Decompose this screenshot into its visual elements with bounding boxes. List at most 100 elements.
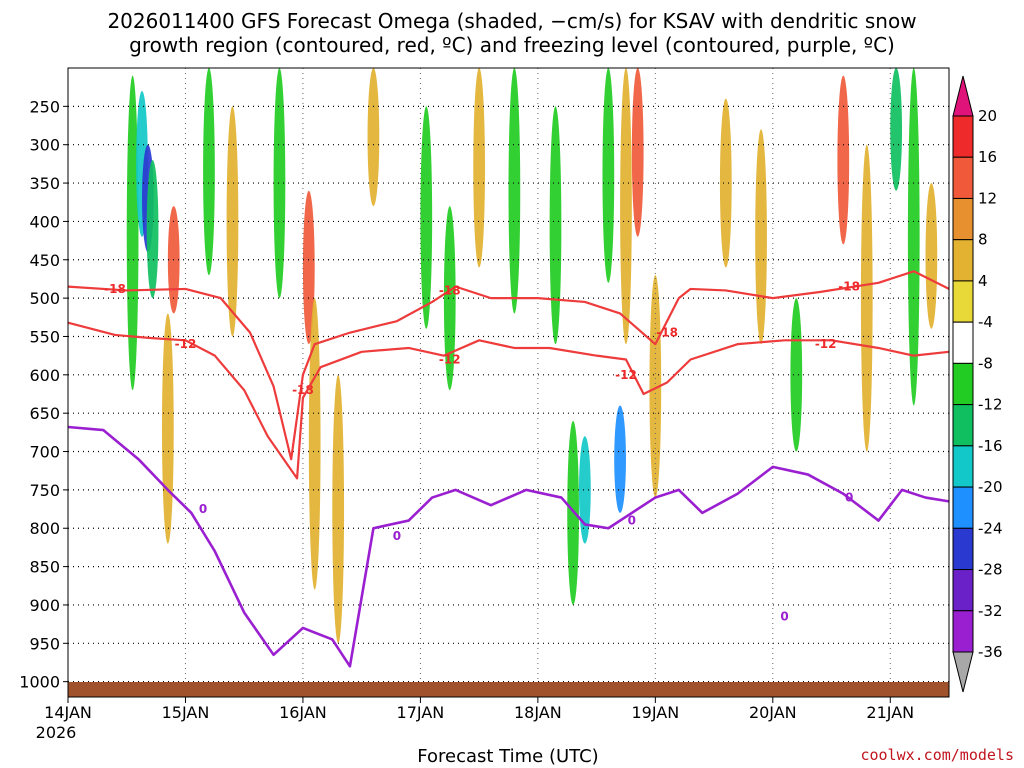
x-axis: 14JAN 15JAN 16JAN 17JAN 18JAN 19JAN 20JAN 21JAN xyxy=(44,697,914,722)
y-tick-label-800: 800 xyxy=(29,519,60,538)
omega-cell-13 xyxy=(420,106,433,329)
colorbar-label-16: 16 xyxy=(978,148,997,166)
omega-cell-28 xyxy=(837,75,850,245)
omega-cell-3 xyxy=(146,160,159,299)
ground-surface-band xyxy=(68,682,949,697)
colorbar-label-8: 8 xyxy=(978,231,988,249)
omega-cell-26 xyxy=(755,129,767,345)
colorbar-swatch-above-20 xyxy=(952,75,974,117)
plot-background xyxy=(68,68,949,697)
y-tick-label-1000: 1000 xyxy=(19,673,60,692)
colorbar-swatch-below--36 xyxy=(952,651,974,693)
omega-cell-19 xyxy=(578,436,591,544)
colorbar-label--36: -36 xyxy=(978,643,1003,661)
contour-dgz-minus18 xyxy=(67,270,950,461)
x-tick-label-19JAN: 19JAN xyxy=(631,703,679,722)
colorbar-swatch-16-to-20 xyxy=(952,115,974,158)
contour-label-dgz-minus12-0: -12 xyxy=(175,337,197,351)
colorbar-swatch--20-to--16 xyxy=(952,445,974,488)
x-year-label: 2026 xyxy=(36,723,77,742)
contour-label-freezing-level-1: 0 xyxy=(393,529,401,543)
plot-frame xyxy=(67,67,950,698)
colorbar-label-12: 12 xyxy=(978,189,997,207)
contour-label-freezing-level-3: 0 xyxy=(780,609,788,623)
colorbar-swatch--12-to--8 xyxy=(952,362,974,406)
colorbar-swatch--8-to--4 xyxy=(952,321,974,364)
colorbar-swatch-12-to-16 xyxy=(952,156,974,199)
y-tick-label-900: 900 xyxy=(29,596,60,615)
y-axis: 250 300 350 400 450 500 550 600 650 700 750 800 850 9… xyxy=(19,97,68,692)
colorbar-swatch--24-to--20 xyxy=(952,486,974,529)
omega-cell-21 xyxy=(614,405,626,513)
colorbar-swatch--4-to-4 xyxy=(952,280,974,323)
y-tick-label-700: 700 xyxy=(29,443,60,462)
colorbar-swatch--36-to--32 xyxy=(952,610,974,653)
omega-cell-5 xyxy=(161,313,174,544)
x-tick-label-14JAN: 14JAN xyxy=(44,703,92,722)
x-tick-label-21JAN: 21JAN xyxy=(866,703,914,722)
y-tick-label-250: 250 xyxy=(29,97,60,116)
omega-cell-6 xyxy=(203,67,215,276)
omega-cell-27 xyxy=(790,298,803,452)
y-tick-label-850: 850 xyxy=(29,558,60,577)
y-tick-label-600: 600 xyxy=(29,366,60,385)
colorbar-swatch--28-to--24 xyxy=(952,527,974,571)
omega-cell-20 xyxy=(602,68,615,283)
credit-text: coolwx.com/models xyxy=(860,746,1014,764)
omega-cell-7 xyxy=(226,106,239,337)
omega-cell-23 xyxy=(631,68,644,237)
contour-label-freezing-level-0: 0 xyxy=(199,502,207,516)
colorbar-swatch-8-to-12 xyxy=(952,197,974,241)
x-tick-label-17JAN: 17JAN xyxy=(397,703,445,722)
omega-cell-22 xyxy=(620,68,632,345)
contour-label-freezing-level-4: 0 xyxy=(845,491,853,505)
colorbar-label-4: 4 xyxy=(978,272,988,290)
y-tick-label-550: 550 xyxy=(29,327,60,346)
colorbar-label--8: -8 xyxy=(978,354,993,372)
y-tick-label-500: 500 xyxy=(29,289,60,308)
colorbar-label--12: -12 xyxy=(978,396,1003,414)
omega-cell-14 xyxy=(443,206,456,391)
omega-cell-30 xyxy=(890,68,903,191)
y-tick-label-350: 350 xyxy=(29,174,60,193)
colorbar-swatch--16-to--12 xyxy=(952,404,974,447)
omega-cell-32 xyxy=(925,183,938,329)
omega-cell-8 xyxy=(273,68,286,299)
y-tick-label-400: 400 xyxy=(29,212,60,231)
contour-label-freezing-level-2: 0 xyxy=(628,514,636,528)
omega-cell-31 xyxy=(907,68,920,406)
colorbar-swatch-4-to-8 xyxy=(952,239,974,282)
colorbar-swatch--32-to--28 xyxy=(952,569,974,612)
colorbar-label--28: -28 xyxy=(978,561,1003,579)
contour-label-dgz-minus12-1: -12 xyxy=(439,352,461,366)
contour-freezing-level xyxy=(67,425,950,668)
grid-lines xyxy=(67,68,949,697)
contour-label-dgz-minus18-0: -18 xyxy=(104,282,126,296)
contour-label-dgz-minus18-2: -18 xyxy=(439,283,461,297)
colorbar-label--32: -32 xyxy=(978,602,1003,620)
x-tick-label-15JAN: 15JAN xyxy=(162,703,210,722)
contour-label-dgz-minus18-3: -18 xyxy=(656,326,678,340)
omega-cell-29 xyxy=(860,144,873,452)
x-tick-label-20JAN: 20JAN xyxy=(749,703,797,722)
colorbar: -36 -32 -28 -24 -20 -16 -12 -8 -4 4 8 12 16 20 xyxy=(952,75,1003,693)
contour-dgz-minus12 xyxy=(67,321,950,480)
colorbar-label--24: -24 xyxy=(978,519,1003,537)
omega-cell-17 xyxy=(549,106,562,345)
colorbar-label--20: -20 xyxy=(978,478,1003,496)
contour-label-dgz-minus12-2: -12 xyxy=(615,368,637,382)
colorbar-label-20: 20 xyxy=(978,107,997,125)
x-tick-label-16JAN: 16JAN xyxy=(279,703,327,722)
x-tick-label-18JAN: 18JAN xyxy=(514,703,562,722)
y-tick-label-300: 300 xyxy=(29,136,60,155)
omega-cell-16 xyxy=(508,68,521,314)
omega-cell-25 xyxy=(719,98,732,268)
colorbar-label--4: -4 xyxy=(978,313,993,331)
chart-title-line1: 2026011400 GFS Forecast Omega (shaded, −… xyxy=(107,9,916,33)
y-tick-label-450: 450 xyxy=(29,251,60,270)
colorbar-label--16: -16 xyxy=(978,437,1003,455)
contour-label-dgz-minus12-3: -12 xyxy=(815,337,837,351)
